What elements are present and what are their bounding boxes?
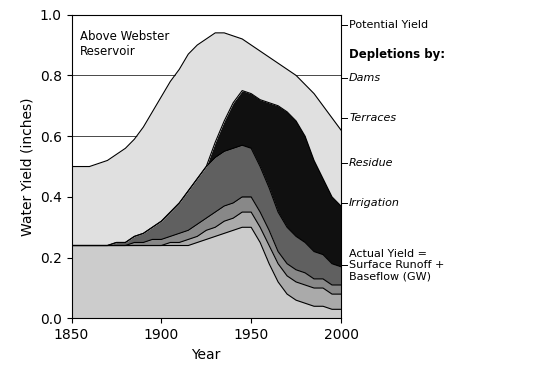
Text: Potential Yield: Potential Yield xyxy=(349,20,428,30)
Text: Dams: Dams xyxy=(349,74,381,83)
Text: Residue: Residue xyxy=(349,158,394,168)
Text: Depletions by:: Depletions by: xyxy=(349,48,445,61)
Text: Irrigation: Irrigation xyxy=(349,198,400,208)
X-axis label: Year: Year xyxy=(191,348,221,362)
Y-axis label: Water Yield (inches): Water Yield (inches) xyxy=(20,97,34,236)
Text: Terraces: Terraces xyxy=(349,113,396,123)
Text: Actual Yield =
Surface Runoff +
Baseflow (GW): Actual Yield = Surface Runoff + Baseflow… xyxy=(349,249,444,282)
Text: Above Webster
Reservoir: Above Webster Reservoir xyxy=(80,30,169,58)
